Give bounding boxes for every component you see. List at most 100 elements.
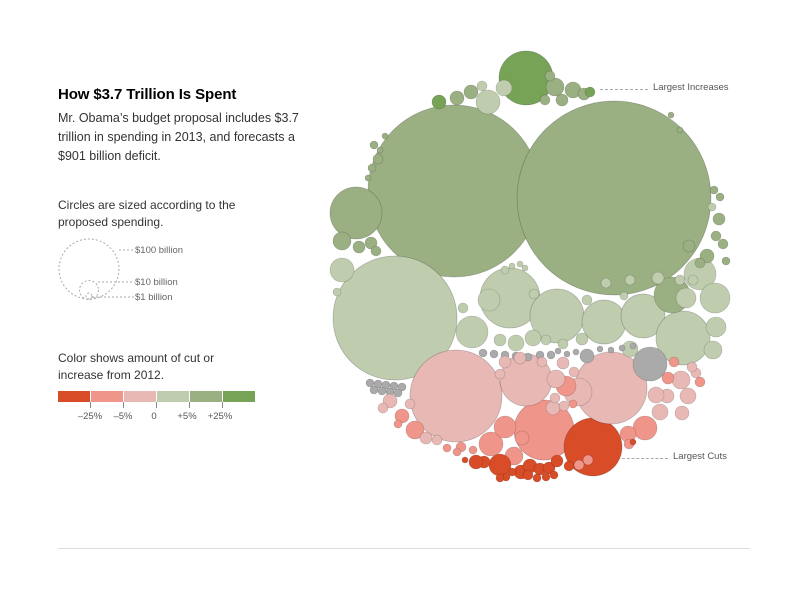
budget-bubble[interactable]: [442, 443, 452, 453]
budget-bubble[interactable]: [507, 334, 525, 352]
budget-bubble[interactable]: [493, 415, 517, 439]
budget-bubble[interactable]: [556, 356, 570, 370]
budget-bubble[interactable]: [494, 368, 506, 380]
budget-bubble[interactable]: [709, 185, 719, 195]
budget-bubble[interactable]: [679, 387, 697, 405]
budget-bubble[interactable]: [369, 140, 379, 150]
budget-bubble[interactable]: [584, 86, 596, 98]
budget-bubble[interactable]: [545, 77, 565, 97]
budget-bubble[interactable]: [699, 282, 731, 314]
budget-bubble[interactable]: [619, 291, 629, 301]
budget-bubble[interactable]: [544, 70, 556, 82]
budget-bubble[interactable]: [457, 302, 469, 314]
budget-bubble[interactable]: [555, 93, 569, 107]
budget-bubble[interactable]: [381, 380, 391, 390]
budget-bubble[interactable]: [715, 192, 725, 202]
budget-bubble[interactable]: [455, 315, 489, 349]
budget-bubble[interactable]: [495, 473, 505, 483]
budget-bubble[interactable]: [452, 447, 462, 457]
budget-bubble[interactable]: [668, 356, 680, 368]
budget-bubble[interactable]: [449, 90, 465, 106]
budget-bubble[interactable]: [405, 420, 425, 440]
budget-bubble[interactable]: [468, 445, 478, 455]
budget-bubble[interactable]: [632, 415, 658, 441]
budget-bubble[interactable]: [524, 329, 542, 347]
budget-bubble[interactable]: [493, 333, 507, 347]
budget-bubble[interactable]: [329, 186, 383, 240]
budget-bubble[interactable]: [528, 288, 540, 300]
budget-bubble[interactable]: [703, 340, 723, 360]
budget-bubble[interactable]: [568, 366, 580, 378]
budget-bubble[interactable]: [624, 274, 636, 286]
budget-bubble[interactable]: [694, 257, 706, 269]
budget-bubble[interactable]: [369, 385, 379, 395]
budget-bubble[interactable]: [549, 392, 561, 404]
budget-bubble[interactable]: [500, 265, 510, 275]
budget-bubble[interactable]: [674, 274, 686, 286]
budget-bubble[interactable]: [477, 288, 501, 312]
budget-bubble[interactable]: [364, 236, 378, 250]
budget-bubble[interactable]: [377, 386, 387, 396]
budget-bubble[interactable]: [557, 338, 569, 350]
budget-bubble[interactable]: [389, 381, 399, 391]
budget-bubble[interactable]: [661, 371, 675, 385]
budget-bubble[interactable]: [539, 94, 551, 106]
budget-bubble[interactable]: [367, 104, 541, 278]
budget-bubble[interactable]: [629, 342, 637, 350]
budget-bubble[interactable]: [393, 419, 403, 429]
budget-bubble[interactable]: [582, 454, 594, 466]
budget-bubble[interactable]: [370, 245, 382, 257]
budget-bubble[interactable]: [707, 202, 717, 212]
budget-bubble[interactable]: [516, 260, 524, 268]
budget-bubble[interactable]: [332, 231, 352, 251]
budget-bubble[interactable]: [393, 388, 403, 398]
budget-bubble[interactable]: [377, 402, 389, 414]
budget-bubble[interactable]: [489, 349, 499, 359]
budget-bubble[interactable]: [647, 386, 665, 404]
budget-bubble[interactable]: [536, 356, 548, 368]
budget-bubble[interactable]: [404, 398, 416, 410]
budget-bubble[interactable]: [431, 94, 447, 110]
budget-bubble[interactable]: [461, 456, 469, 464]
budget-bubble[interactable]: [478, 348, 488, 358]
budget-bubble[interactable]: [682, 239, 696, 253]
budget-bubble[interactable]: [521, 264, 529, 272]
budget-bubble[interactable]: [712, 212, 726, 226]
budget-bubble[interactable]: [372, 153, 384, 165]
budget-bubble[interactable]: [478, 431, 504, 457]
budget-bubble[interactable]: [573, 459, 585, 471]
budget-bubble[interactable]: [705, 316, 727, 338]
budget-bubble[interactable]: [507, 467, 517, 477]
budget-bubble[interactable]: [549, 470, 559, 480]
budget-bubble[interactable]: [532, 473, 542, 483]
budget-bubble[interactable]: [607, 346, 615, 354]
budget-bubble[interactable]: [468, 454, 484, 470]
budget-bubble[interactable]: [352, 240, 366, 254]
budget-bubble[interactable]: [329, 257, 355, 283]
budget-bubble[interactable]: [620, 293, 666, 339]
budget-bubble[interactable]: [721, 256, 731, 266]
budget-bubble[interactable]: [568, 399, 578, 409]
budget-bubble[interactable]: [376, 146, 384, 154]
budget-bubble[interactable]: [717, 238, 729, 250]
budget-bubble[interactable]: [546, 369, 566, 389]
budget-bubble[interactable]: [563, 460, 575, 472]
budget-bubble[interactable]: [651, 403, 669, 421]
budget-bubble[interactable]: [686, 361, 698, 373]
budget-bubble[interactable]: [381, 132, 389, 140]
budget-bubble[interactable]: [629, 438, 637, 446]
budget-bubble[interactable]: [431, 434, 443, 446]
budget-bubble[interactable]: [674, 405, 690, 421]
budget-bubble[interactable]: [522, 469, 534, 481]
budget-bubble[interactable]: [596, 345, 604, 353]
budget-bubble[interactable]: [710, 230, 722, 242]
budget-bubble[interactable]: [542, 461, 556, 475]
budget-bubble[interactable]: [475, 89, 501, 115]
budget-bubble[interactable]: [498, 355, 512, 369]
budget-bubble[interactable]: [488, 453, 512, 477]
budget-bubble[interactable]: [632, 346, 668, 382]
budget-bubble[interactable]: [394, 408, 410, 424]
budget-bubble[interactable]: [364, 174, 372, 182]
budget-bubble[interactable]: [541, 472, 551, 482]
budget-bubble[interactable]: [332, 255, 458, 381]
